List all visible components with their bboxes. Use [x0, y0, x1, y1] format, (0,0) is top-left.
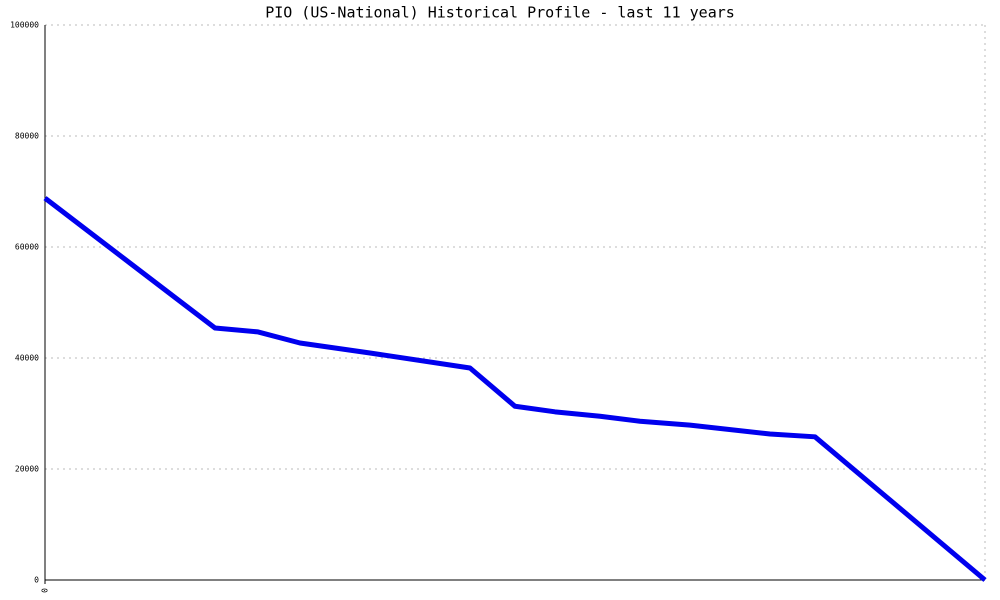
y-tick-label: 80000	[15, 132, 39, 141]
y-tick-label: 0	[34, 576, 39, 585]
data-line	[43, 196, 987, 582]
x-tick-label: 0	[41, 588, 50, 593]
y-tick-label: 100000	[10, 21, 39, 30]
chart-title: PIO (US-National) Historical Profile - l…	[265, 4, 735, 22]
y-tick-label: 40000	[15, 354, 39, 363]
y-tick-label: 20000	[15, 465, 39, 474]
y-tick-label: 60000	[15, 243, 39, 252]
